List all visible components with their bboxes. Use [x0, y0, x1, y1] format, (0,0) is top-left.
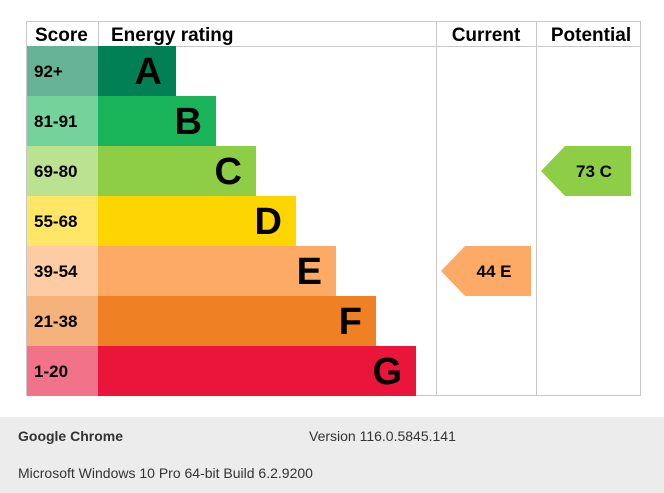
rating-bar-a	[98, 46, 176, 96]
score-label-b: 81-91	[34, 112, 77, 131]
rating-letter-c: C	[215, 151, 242, 193]
score-label-c: 69-80	[34, 162, 77, 181]
header-potential: Potential	[551, 25, 631, 46]
score-label-g: 1-20	[34, 362, 68, 381]
score-label-d: 55-68	[34, 212, 77, 231]
rating-bar-f	[98, 296, 376, 346]
score-cell-c	[27, 146, 98, 196]
score-cell-f	[27, 296, 98, 346]
rating-bar-b	[98, 96, 216, 146]
potential-rating-arrow-label: 73 C	[576, 162, 612, 181]
score-label-a: 92+	[34, 62, 63, 81]
rating-arrows: 44 E 73 C	[441, 146, 631, 296]
rating-letter-g: G	[372, 351, 402, 393]
browser-name: Google Chrome	[18, 428, 124, 444]
energy-rating-chart: Score Energy rating Current Potential 92…	[26, 21, 641, 396]
current-rating-arrow-label: 44 E	[477, 262, 512, 281]
score-cell-e	[27, 246, 98, 296]
browser-version: Version 116.0.5845.141	[309, 428, 456, 444]
rating-bands: 92+ A 81-91 B 69-80 C 55-68 D 39-54 E 21-38 F 1-20 G	[27, 46, 416, 396]
rating-letter-e: E	[297, 251, 322, 293]
rating-letter-f: F	[339, 301, 362, 343]
rating-bar-d	[98, 196, 296, 246]
header-energy-rating: Energy rating	[111, 25, 233, 46]
score-cell-a	[27, 46, 98, 96]
score-cell-d	[27, 196, 98, 246]
score-cell-g	[27, 346, 98, 396]
header-current: Current	[452, 25, 521, 46]
rating-letter-b: B	[175, 101, 202, 143]
system-info-footer: Google Chrome Version 116.0.5845.141 Mic…	[0, 417, 664, 493]
os-info: Microsoft Windows 10 Pro 64-bit Build 6.…	[18, 465, 313, 481]
rating-letter-a: A	[135, 51, 162, 93]
rating-bar-c	[98, 146, 256, 196]
score-cell-b	[27, 96, 98, 146]
rating-bar-g	[98, 346, 416, 396]
current-rating-arrow	[441, 246, 531, 296]
score-label-f: 21-38	[34, 312, 77, 331]
header-score: Score	[35, 25, 88, 46]
score-label-e: 39-54	[34, 262, 78, 281]
potential-rating-arrow	[541, 146, 631, 196]
rating-letter-d: D	[255, 201, 282, 243]
rating-bar-e	[98, 246, 336, 296]
